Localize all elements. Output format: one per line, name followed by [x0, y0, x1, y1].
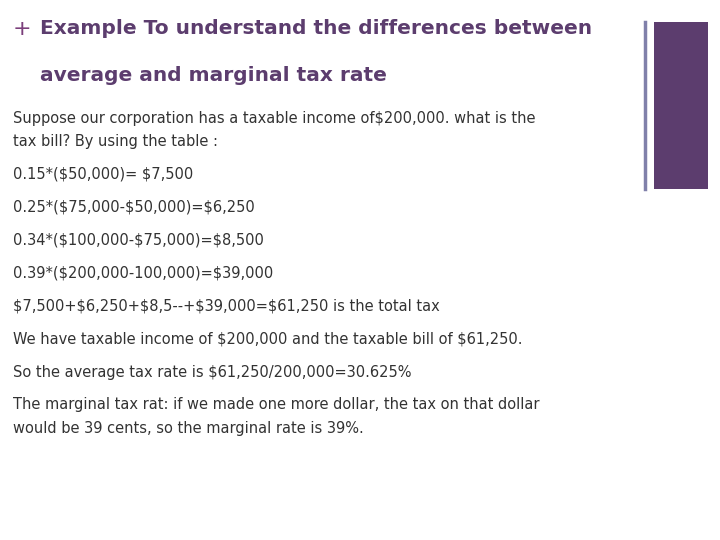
Text: +: +	[13, 19, 32, 39]
Text: 0.15*(\$50,000)= \$7,500: 0.15*(\$50,000)= \$7,500	[13, 167, 193, 182]
Text: \$7,500+\$6,250+\$8,5--+\$39,000=\$61,250 is the total tax: \$7,500+\$6,250+\$8,5--+\$39,000=\$61,25…	[13, 299, 440, 314]
Text: Example To understand the differences between: Example To understand the differences be…	[40, 19, 592, 38]
Text: 0.39*(\$200,000-100,000)=\$39,000: 0.39*(\$200,000-100,000)=\$39,000	[13, 266, 273, 281]
Text: The marginal tax rat: if we made one more dollar, the tax on that dollar: The marginal tax rat: if we made one mor…	[13, 397, 539, 413]
Text: 0.25*(\$75,000-\$50,000)=\$6,250: 0.25*(\$75,000-\$50,000)=\$6,250	[13, 200, 255, 215]
Text: tax bill? By using the table :: tax bill? By using the table :	[13, 134, 218, 149]
Text: We have taxable income of \$200,000 and the taxable bill of \$61,250.: We have taxable income of \$200,000 and …	[13, 332, 523, 347]
Text: average and marginal tax rate: average and marginal tax rate	[40, 66, 387, 85]
Text: would be 39 cents, so the marginal rate is 39%.: would be 39 cents, so the marginal rate …	[13, 421, 364, 436]
Text: 0.34*(\$100,000-\$75,000)=\$8,500: 0.34*(\$100,000-\$75,000)=\$8,500	[13, 233, 264, 248]
Text: Suppose our corporation has a taxable income of\$200,000. what is the: Suppose our corporation has a taxable in…	[13, 111, 536, 126]
Text: So the average tax rate is \$61,250/200,000=30.625%: So the average tax rate is \$61,250/200,…	[13, 364, 411, 380]
